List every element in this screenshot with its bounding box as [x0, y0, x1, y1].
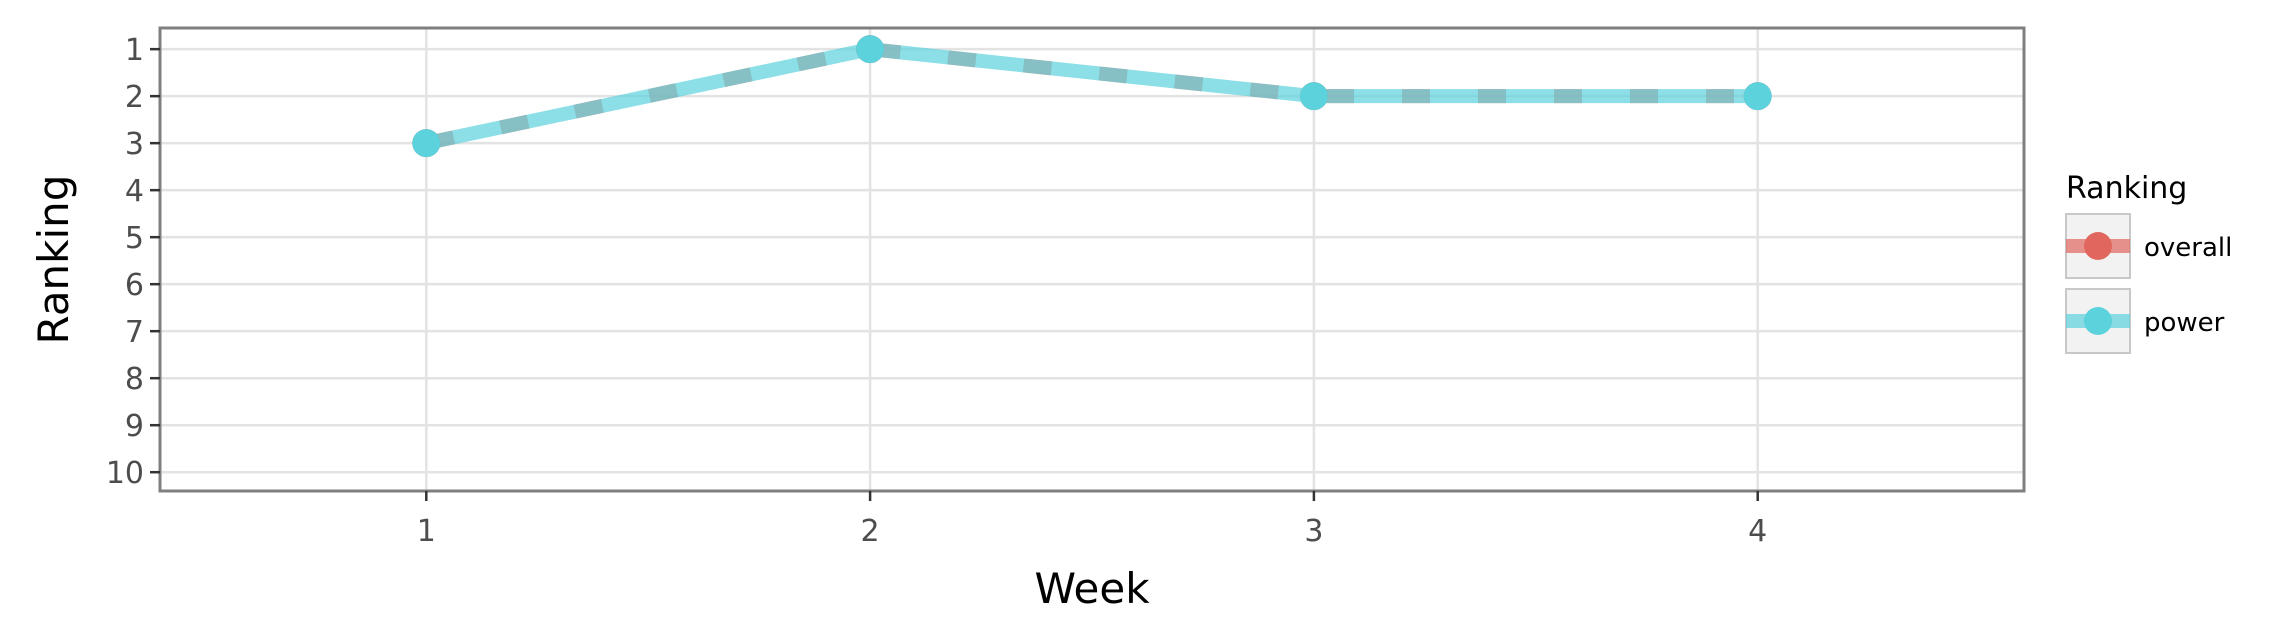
y-tick-label: 4 — [125, 174, 144, 209]
y-tick-label: 6 — [125, 268, 144, 303]
y-tick-label: 2 — [125, 80, 144, 115]
y-tick-label: 10 — [106, 456, 144, 491]
x-tick-label: 1 — [417, 514, 436, 549]
y-tick-label: 1 — [125, 33, 144, 68]
legend-title: Ranking — [2066, 171, 2187, 206]
axis-ticks: 1 2 3 4 5 6 7 8 9 10 1 2 3 4 — [106, 33, 1767, 549]
x-axis-title: Week — [1034, 564, 1150, 613]
x-tick-label: 2 — [861, 514, 880, 549]
data-point-power — [856, 35, 885, 64]
data-point-power — [1299, 82, 1328, 111]
legend-key-point — [2084, 307, 2112, 335]
y-tick-label: 7 — [125, 315, 144, 350]
x-tick-label: 4 — [1748, 514, 1767, 549]
legend: Ranking overall power — [2065, 171, 2232, 354]
y-axis-title: Ranking — [29, 175, 78, 345]
y-tick-label: 8 — [125, 362, 144, 397]
data-point-power — [1743, 82, 1772, 111]
grid-lines — [160, 28, 2024, 491]
y-tick-label: 3 — [125, 127, 144, 162]
legend-item-power: power — [2065, 288, 2225, 354]
legend-item-overall: overall — [2065, 213, 2232, 279]
legend-label: overall — [2144, 233, 2232, 263]
y-tick-label: 5 — [125, 221, 144, 256]
legend-key-point — [2084, 232, 2112, 260]
series-line-power — [424, 42, 1758, 151]
y-tick-label: 9 — [125, 409, 144, 444]
panel-border — [158, 26, 2026, 493]
x-tick-label: 3 — [1304, 514, 1323, 549]
series-layer — [412, 35, 1772, 158]
legend-label: power — [2144, 308, 2225, 338]
data-point-power — [412, 129, 441, 158]
legend-items: overall power — [2065, 213, 2232, 354]
